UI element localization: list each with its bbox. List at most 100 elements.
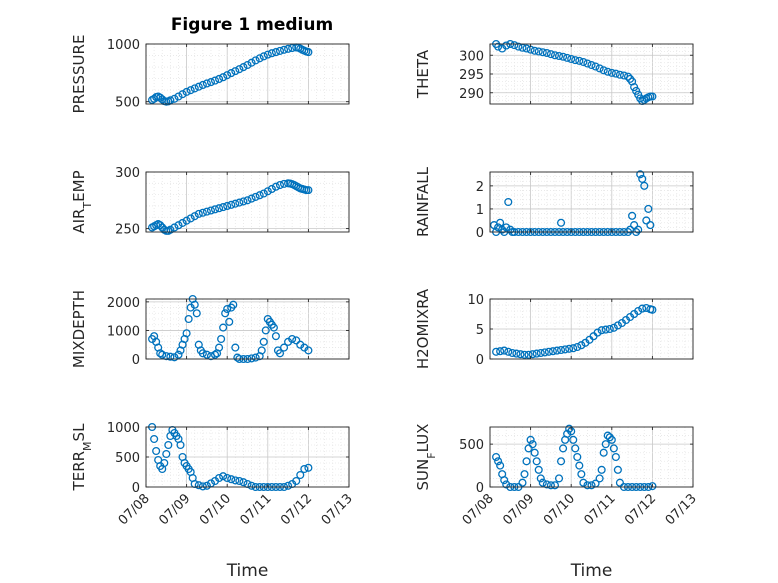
y-tick-label: 10 — [467, 293, 484, 308]
data-point — [227, 200, 236, 209]
data-point — [202, 79, 211, 88]
data-point — [215, 204, 224, 213]
x-tick-label: 07/11 — [238, 491, 275, 528]
data-point — [170, 94, 179, 103]
data-point — [496, 347, 505, 356]
data-point — [150, 434, 159, 444]
data-point — [575, 56, 584, 65]
data-point — [638, 304, 647, 313]
y-tick-label: 1000 — [107, 324, 140, 339]
data-point — [304, 48, 313, 57]
y-axis-label: AIRTEMP — [70, 170, 94, 233]
data-point — [583, 59, 592, 68]
y-tick-label: 5 — [476, 323, 484, 338]
y-tick-label: 0 — [476, 226, 484, 241]
data-point — [247, 58, 256, 67]
data-point — [571, 444, 580, 453]
data-point — [215, 74, 224, 84]
data-point — [156, 221, 165, 230]
data-point — [630, 221, 639, 230]
data-point — [174, 350, 183, 359]
data-point — [603, 431, 612, 440]
data-point — [247, 354, 256, 363]
data-point — [247, 194, 256, 203]
plot-background — [146, 44, 349, 104]
data-point — [259, 52, 268, 61]
data-point — [640, 181, 649, 190]
y-tick-label: 0 — [132, 481, 140, 496]
data-point — [648, 482, 657, 491]
data-point — [510, 41, 519, 50]
data-point — [284, 481, 293, 490]
data-point — [573, 342, 582, 352]
data-point — [554, 51, 564, 61]
data-point — [565, 344, 574, 353]
subplot-4: 0 1 2 RAINFALL — [414, 166, 694, 241]
data-point — [162, 352, 171, 361]
data-point — [202, 207, 211, 216]
data-point — [174, 221, 183, 230]
data-point — [548, 347, 557, 356]
data-point — [279, 45, 289, 54]
subplot-5: 0 1000 2000 MIXDEPTH — [70, 290, 350, 368]
data-point — [561, 345, 570, 354]
y-tick-label: 250 — [115, 223, 140, 238]
data-point — [235, 198, 244, 207]
data-point — [569, 435, 578, 444]
data-point — [599, 66, 608, 75]
data-point — [611, 69, 620, 78]
data-point — [223, 473, 232, 483]
data-point — [194, 481, 203, 490]
data-point — [192, 309, 201, 318]
data-point — [611, 452, 620, 462]
data-point — [263, 50, 272, 59]
data-point — [556, 457, 566, 466]
data-point — [526, 435, 535, 444]
data-point — [597, 326, 606, 335]
data-point — [530, 46, 539, 55]
data-point — [225, 317, 234, 326]
data-point — [609, 323, 618, 332]
y-axis-label: THETA — [414, 49, 432, 99]
y-axis-label: MIXDEPTH — [70, 290, 88, 368]
data-point — [292, 476, 301, 486]
data-point — [640, 95, 649, 104]
data-point — [219, 203, 228, 212]
data-point — [223, 201, 232, 211]
data-point — [304, 186, 313, 195]
data-point — [152, 446, 161, 456]
data-point — [496, 461, 505, 470]
x-tick-label: 07/11 — [582, 491, 619, 528]
data-point — [239, 63, 248, 72]
data-point — [235, 65, 244, 74]
data-point — [267, 49, 276, 58]
data-point — [532, 349, 541, 358]
data-point — [518, 478, 527, 487]
data-point — [202, 350, 211, 359]
data-point — [502, 223, 511, 232]
data-point — [271, 182, 280, 191]
data-point — [605, 324, 614, 334]
data-point — [528, 440, 537, 449]
data-point — [284, 44, 293, 53]
data-point — [498, 225, 507, 234]
data-point — [257, 346, 266, 355]
y-tick-label: 290 — [459, 87, 484, 102]
data-point — [288, 43, 297, 53]
data-point — [554, 474, 564, 483]
y-tick-label: 1000 — [107, 421, 140, 436]
x-tick-label: 07/08 — [116, 491, 153, 528]
data-point — [597, 465, 606, 474]
data-point — [235, 476, 244, 486]
data-point — [251, 192, 260, 201]
data-point — [579, 478, 588, 487]
data-point — [221, 309, 230, 318]
data-point — [231, 199, 240, 208]
data-point — [296, 470, 305, 480]
data-point — [528, 350, 537, 359]
series-markers — [492, 303, 657, 359]
data-point — [202, 481, 211, 490]
data-point — [223, 71, 232, 80]
data-point — [642, 216, 651, 225]
data-point — [577, 341, 586, 350]
